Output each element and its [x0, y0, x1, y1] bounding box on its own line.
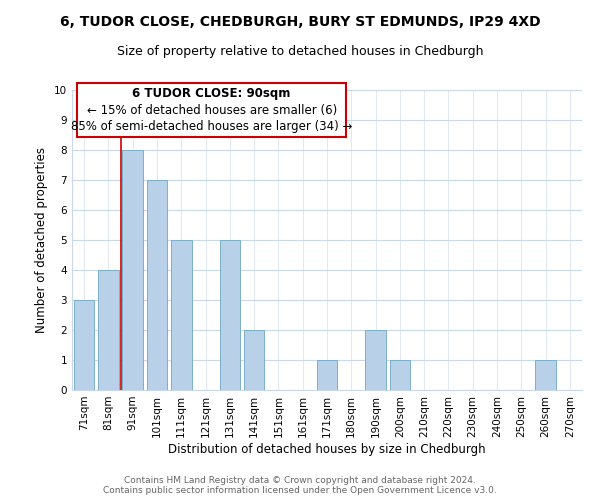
Bar	[244, 330, 265, 390]
Bar	[74, 300, 94, 390]
Text: 6 TUDOR CLOSE: 90sqm: 6 TUDOR CLOSE: 90sqm	[133, 87, 291, 100]
Bar	[220, 240, 240, 390]
Text: 85% of semi-detached houses are larger (34) →: 85% of semi-detached houses are larger (…	[71, 120, 352, 133]
Text: Contains public sector information licensed under the Open Government Licence v3: Contains public sector information licen…	[103, 486, 497, 495]
Text: Contains HM Land Registry data © Crown copyright and database right 2024.: Contains HM Land Registry data © Crown c…	[124, 476, 476, 485]
FancyBboxPatch shape	[77, 82, 346, 136]
X-axis label: Distribution of detached houses by size in Chedburgh: Distribution of detached houses by size …	[168, 442, 486, 456]
Bar	[535, 360, 556, 390]
Bar	[171, 240, 191, 390]
Bar	[98, 270, 119, 390]
Text: ← 15% of detached houses are smaller (6): ← 15% of detached houses are smaller (6)	[86, 104, 337, 117]
Bar	[365, 330, 386, 390]
Bar	[389, 360, 410, 390]
Bar	[122, 150, 143, 390]
Y-axis label: Number of detached properties: Number of detached properties	[35, 147, 49, 333]
Text: 6, TUDOR CLOSE, CHEDBURGH, BURY ST EDMUNDS, IP29 4XD: 6, TUDOR CLOSE, CHEDBURGH, BURY ST EDMUN…	[59, 15, 541, 29]
Bar	[146, 180, 167, 390]
Text: Size of property relative to detached houses in Chedburgh: Size of property relative to detached ho…	[117, 45, 483, 58]
Bar	[317, 360, 337, 390]
